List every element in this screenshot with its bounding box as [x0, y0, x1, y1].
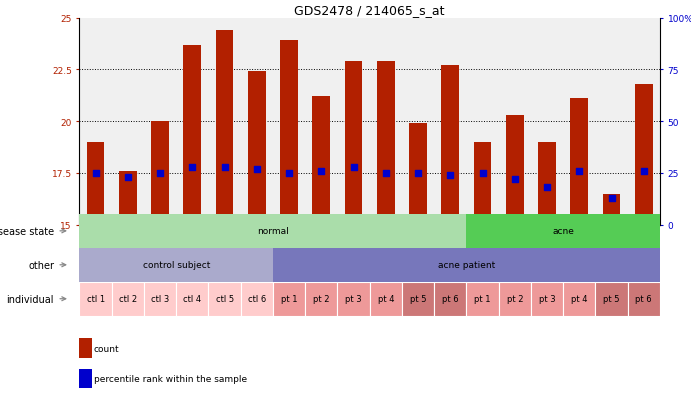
Point	[187, 164, 198, 171]
Point	[606, 195, 617, 202]
Text: pt 6: pt 6	[442, 294, 459, 304]
Point	[219, 164, 230, 171]
Bar	[119, 171, 137, 225]
Bar	[240, 282, 273, 316]
Bar	[434, 282, 466, 316]
Point	[90, 170, 101, 177]
Text: ctl 3: ctl 3	[151, 294, 169, 304]
Text: ctl 5: ctl 5	[216, 294, 234, 304]
Bar	[506, 116, 524, 225]
Bar	[183, 45, 201, 225]
Text: other: other	[28, 260, 54, 270]
Bar	[473, 142, 491, 225]
Bar	[531, 282, 563, 316]
Text: pt 2: pt 2	[313, 294, 330, 304]
Point	[348, 164, 359, 171]
Bar	[112, 282, 144, 316]
Bar	[273, 248, 660, 282]
Bar	[176, 282, 209, 316]
Text: pt 3: pt 3	[346, 294, 362, 304]
Bar	[345, 62, 362, 225]
Bar	[442, 66, 459, 225]
Text: disease state: disease state	[0, 226, 54, 236]
Text: pt 4: pt 4	[571, 294, 587, 304]
Bar	[248, 72, 265, 225]
Text: acne patient: acne patient	[438, 261, 495, 270]
Text: pt 5: pt 5	[410, 294, 426, 304]
Text: ctl 2: ctl 2	[119, 294, 137, 304]
Text: ctl 4: ctl 4	[183, 294, 201, 304]
Bar	[596, 282, 627, 316]
Text: control subject: control subject	[142, 261, 210, 270]
Text: percentile rank within the sample: percentile rank within the sample	[94, 374, 247, 383]
Bar	[466, 282, 499, 316]
Bar	[499, 282, 531, 316]
Point	[122, 174, 133, 181]
Bar	[466, 214, 660, 248]
Bar	[144, 282, 176, 316]
Point	[574, 168, 585, 175]
Bar	[79, 248, 273, 282]
Point	[252, 166, 263, 173]
Bar	[79, 282, 112, 316]
Bar	[635, 85, 652, 225]
Text: normal: normal	[257, 227, 289, 236]
Bar	[79, 214, 466, 248]
Bar	[280, 41, 298, 225]
Bar	[337, 282, 370, 316]
Bar	[402, 282, 434, 316]
Bar	[209, 282, 240, 316]
Point	[316, 168, 327, 175]
Bar	[86, 142, 104, 225]
Text: pt 1: pt 1	[474, 294, 491, 304]
Bar	[79, 369, 92, 389]
Point	[155, 170, 166, 177]
Text: pt 3: pt 3	[539, 294, 556, 304]
Text: ctl 1: ctl 1	[86, 294, 104, 304]
Bar	[312, 97, 330, 225]
Bar	[570, 99, 588, 225]
Bar	[370, 282, 402, 316]
Text: pt 4: pt 4	[377, 294, 394, 304]
Bar	[216, 31, 234, 225]
Point	[380, 170, 391, 177]
Point	[509, 176, 520, 183]
Text: ctl 6: ctl 6	[247, 294, 266, 304]
Text: acne: acne	[552, 227, 574, 236]
Bar	[538, 142, 556, 225]
Text: pt 2: pt 2	[507, 294, 523, 304]
Bar	[603, 194, 621, 225]
Text: count: count	[94, 344, 120, 353]
Point	[638, 168, 650, 175]
Bar	[627, 282, 660, 316]
Point	[542, 185, 553, 191]
Bar	[563, 282, 596, 316]
Title: GDS2478 / 214065_s_at: GDS2478 / 214065_s_at	[294, 5, 445, 17]
Bar	[151, 122, 169, 225]
Bar	[409, 124, 427, 225]
Text: individual: individual	[6, 294, 54, 304]
Point	[477, 170, 488, 177]
Point	[413, 170, 424, 177]
Text: pt 5: pt 5	[603, 294, 620, 304]
Point	[283, 170, 294, 177]
Point	[445, 172, 456, 179]
Bar	[273, 282, 305, 316]
Bar	[79, 338, 92, 358]
Text: pt 6: pt 6	[636, 294, 652, 304]
Bar	[377, 62, 395, 225]
Text: pt 1: pt 1	[281, 294, 297, 304]
Bar	[305, 282, 337, 316]
